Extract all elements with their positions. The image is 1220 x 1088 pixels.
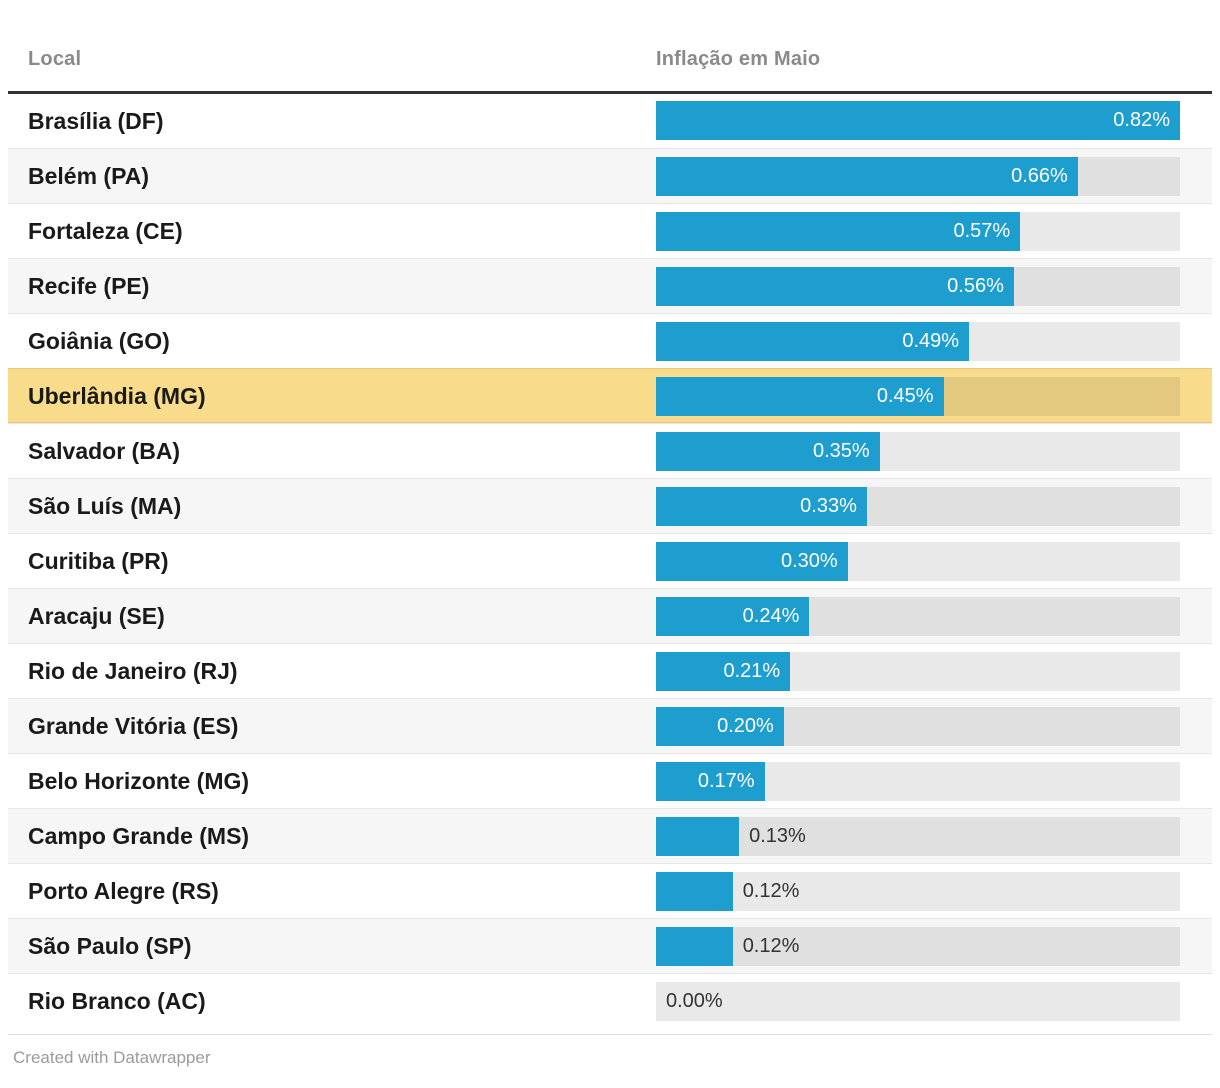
bar: 0.45% bbox=[656, 377, 944, 416]
table-row: Recife (PE) 0.56% bbox=[8, 258, 1212, 313]
row-label: São Paulo (SP) bbox=[28, 932, 192, 959]
row-label: Aracaju (SE) bbox=[28, 602, 165, 629]
bar-value-label: 0.21% bbox=[723, 660, 781, 682]
bar-value-label: 0.24% bbox=[742, 605, 800, 627]
row-label: Rio de Janeiro (RJ) bbox=[28, 657, 238, 684]
table-row: Rio de Janeiro (RJ) 0.21% bbox=[8, 643, 1212, 698]
row-label: Salvador (BA) bbox=[28, 437, 181, 464]
bar-value-label: 0.13% bbox=[749, 825, 806, 847]
table-row: Campo Grande (MS) 0.13% bbox=[8, 808, 1212, 863]
bar-value-label: 0.33% bbox=[800, 495, 857, 517]
bar-track: 0.21% bbox=[656, 652, 1180, 691]
bar: 0.57% bbox=[656, 212, 1021, 251]
row-label: Curitiba (PR) bbox=[28, 547, 169, 574]
table-row: São Luís (MA) 0.33% bbox=[8, 478, 1212, 533]
row-label: Rio Branco (AC) bbox=[28, 987, 206, 1014]
column-header-row: Local Inflação em Maio bbox=[0, 0, 1220, 91]
row-label: Belém (PA) bbox=[28, 162, 149, 189]
table-row: Uberlândia (MG) 0.45% bbox=[8, 368, 1212, 423]
bar bbox=[656, 817, 740, 856]
row-label: Fortaleza (CE) bbox=[28, 217, 183, 244]
row-label: Grande Vitória (ES) bbox=[28, 712, 239, 739]
table-row: Grande Vitória (ES) 0.20% bbox=[8, 698, 1212, 753]
datawrapper-credit-link[interactable]: Created with Datawrapper bbox=[13, 1048, 211, 1067]
bar-track: 0.20% bbox=[656, 707, 1180, 746]
bar-track: 0.12% bbox=[656, 927, 1180, 966]
bar-track: 0.49% bbox=[656, 322, 1180, 361]
row-label: Porto Alegre (RS) bbox=[28, 877, 219, 904]
table-row: Goiânia (GO) 0.49% bbox=[8, 313, 1212, 368]
bar: 0.66% bbox=[656, 157, 1078, 196]
bar-value-label: 0.66% bbox=[1011, 165, 1068, 187]
table-row: Salvador (BA) 0.35% bbox=[8, 423, 1212, 478]
bar-value-label: 0.82% bbox=[1113, 109, 1170, 131]
footer-divider bbox=[8, 1034, 1212, 1035]
bar-track: 0.17% bbox=[656, 762, 1180, 801]
bar-track: 0.45% bbox=[656, 377, 1180, 416]
bar-value-label: 0.00% bbox=[666, 990, 723, 1012]
bar-value-label: 0.57% bbox=[953, 220, 1011, 242]
table-body: Brasília (DF) 0.82% Belém (PA) 0.66% Fortale… bbox=[8, 94, 1212, 1028]
table-row: Brasília (DF) 0.82% bbox=[8, 94, 1212, 148]
bar-value-label: 0.20% bbox=[717, 715, 774, 737]
bar-value-label: 0.30% bbox=[780, 550, 838, 572]
bar-track: 0.24% bbox=[656, 597, 1180, 636]
table-row: Porto Alegre (RS) 0.12% bbox=[8, 863, 1212, 918]
table-row: Rio Branco (AC) 0.00% bbox=[8, 973, 1212, 1028]
row-label: Campo Grande (MS) bbox=[28, 822, 250, 849]
bar: 0.24% bbox=[656, 597, 810, 636]
bar-track: 0.35% bbox=[656, 432, 1180, 471]
bar-track: 0.66% bbox=[656, 157, 1180, 196]
bar-track: 0.56% bbox=[656, 267, 1180, 306]
bar: 0.33% bbox=[656, 487, 867, 526]
bar: 0.30% bbox=[656, 542, 848, 581]
bar-value-label: 0.12% bbox=[742, 880, 800, 902]
bar-value-label: 0.45% bbox=[876, 385, 934, 407]
bar-track: 0.00% bbox=[656, 982, 1180, 1021]
bar-track: 0.57% bbox=[656, 212, 1180, 251]
bar-value-label: 0.12% bbox=[742, 935, 800, 957]
row-label: Goiânia (GO) bbox=[28, 327, 170, 354]
row-label: Belo Horizonte (MG) bbox=[28, 767, 250, 794]
bar-track: 0.30% bbox=[656, 542, 1180, 581]
bar: 0.21% bbox=[656, 652, 791, 691]
bar-track: 0.82% bbox=[656, 101, 1180, 140]
table-row: Curitiba (PR) 0.30% bbox=[8, 533, 1212, 588]
bar: 0.82% bbox=[656, 101, 1180, 140]
header-divider bbox=[8, 91, 1212, 94]
row-label: Uberlândia (MG) bbox=[28, 382, 206, 409]
table-row: Belém (PA) 0.66% bbox=[8, 148, 1212, 203]
bar-value-label: 0.35% bbox=[812, 440, 870, 462]
bar-track: 0.12% bbox=[656, 872, 1180, 911]
row-label: Brasília (DF) bbox=[28, 107, 164, 134]
column-header-local: Local bbox=[28, 48, 82, 70]
column-header-inflation: Inflação em Maio bbox=[656, 48, 821, 70]
bar: 0.49% bbox=[656, 322, 970, 361]
bar-track: 0.33% bbox=[656, 487, 1180, 526]
table-row: Belo Horizonte (MG) 0.17% bbox=[8, 753, 1212, 808]
bar: 0.35% bbox=[656, 432, 880, 471]
table-row: São Paulo (SP) 0.12% bbox=[8, 918, 1212, 973]
bar bbox=[656, 927, 733, 966]
bar-value-label: 0.17% bbox=[697, 770, 755, 792]
bar-value-label: 0.49% bbox=[902, 330, 960, 352]
bar: 0.20% bbox=[656, 707, 784, 746]
bar: 0.56% bbox=[656, 267, 1014, 306]
table-row: Aracaju (SE) 0.24% bbox=[8, 588, 1212, 643]
bar: 0.17% bbox=[656, 762, 765, 801]
bar-value-label: 0.56% bbox=[947, 275, 1004, 297]
bar bbox=[656, 872, 733, 911]
bar-track: 0.13% bbox=[656, 817, 1180, 856]
footer: Created with Datawrapper bbox=[13, 1048, 1220, 1068]
row-label: Recife (PE) bbox=[28, 272, 150, 299]
table-row: Fortaleza (CE) 0.57% bbox=[8, 203, 1212, 258]
row-label: São Luís (MA) bbox=[28, 492, 182, 519]
